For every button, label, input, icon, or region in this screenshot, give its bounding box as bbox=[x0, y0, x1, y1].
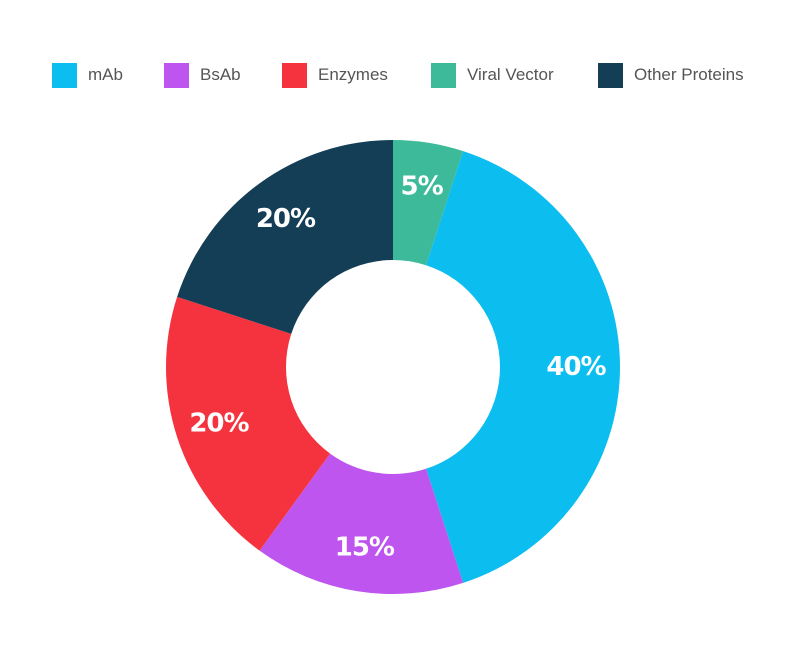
legend-label-bsab: BsAb bbox=[200, 65, 241, 84]
slice-bsab[interactable] bbox=[259, 453, 464, 594]
legend-label-mab: mAb bbox=[88, 65, 123, 84]
legend-swatch-viral-vector bbox=[431, 62, 456, 88]
legend-item-bsab[interactable]: BsAb bbox=[164, 62, 241, 88]
legend-label-viral-vector: Viral Vector bbox=[467, 65, 554, 84]
slice-mab[interactable] bbox=[426, 151, 620, 583]
slice-viral-vector[interactable] bbox=[393, 140, 464, 266]
donut-slices bbox=[166, 139, 620, 594]
legend-label-other-proteins: Other Proteins bbox=[634, 65, 744, 84]
slice-other-proteins[interactable] bbox=[177, 139, 393, 334]
legend-item-other-proteins[interactable]: Other Proteins bbox=[598, 62, 744, 88]
slice-label-bsab: 15% bbox=[335, 533, 395, 563]
donut-labels: 5% 40% 15% 20% 20% bbox=[189, 171, 607, 563]
legend-item-viral-vector[interactable]: Viral Vector bbox=[431, 62, 554, 88]
legend-label-enzymes: Enzymes bbox=[318, 65, 388, 84]
legend: mAb BsAb Enzymes Viral Vector Other Prot… bbox=[0, 62, 800, 88]
legend-item-enzymes[interactable]: Enzymes bbox=[282, 62, 388, 88]
slice-label-enzymes: 20% bbox=[189, 409, 249, 439]
slice-label-viral-vector: 5% bbox=[401, 171, 444, 201]
legend-swatch-mab bbox=[52, 62, 77, 88]
slice-label-mab: 40% bbox=[546, 352, 606, 382]
legend-swatch-bsab bbox=[164, 62, 189, 88]
legend-item-mab[interactable]: mAb bbox=[52, 62, 123, 88]
legend-swatch-other-proteins bbox=[598, 62, 623, 88]
slice-label-other-proteins: 20% bbox=[256, 204, 316, 234]
legend-swatch-enzymes bbox=[282, 62, 307, 88]
slice-enzymes[interactable] bbox=[166, 296, 331, 551]
